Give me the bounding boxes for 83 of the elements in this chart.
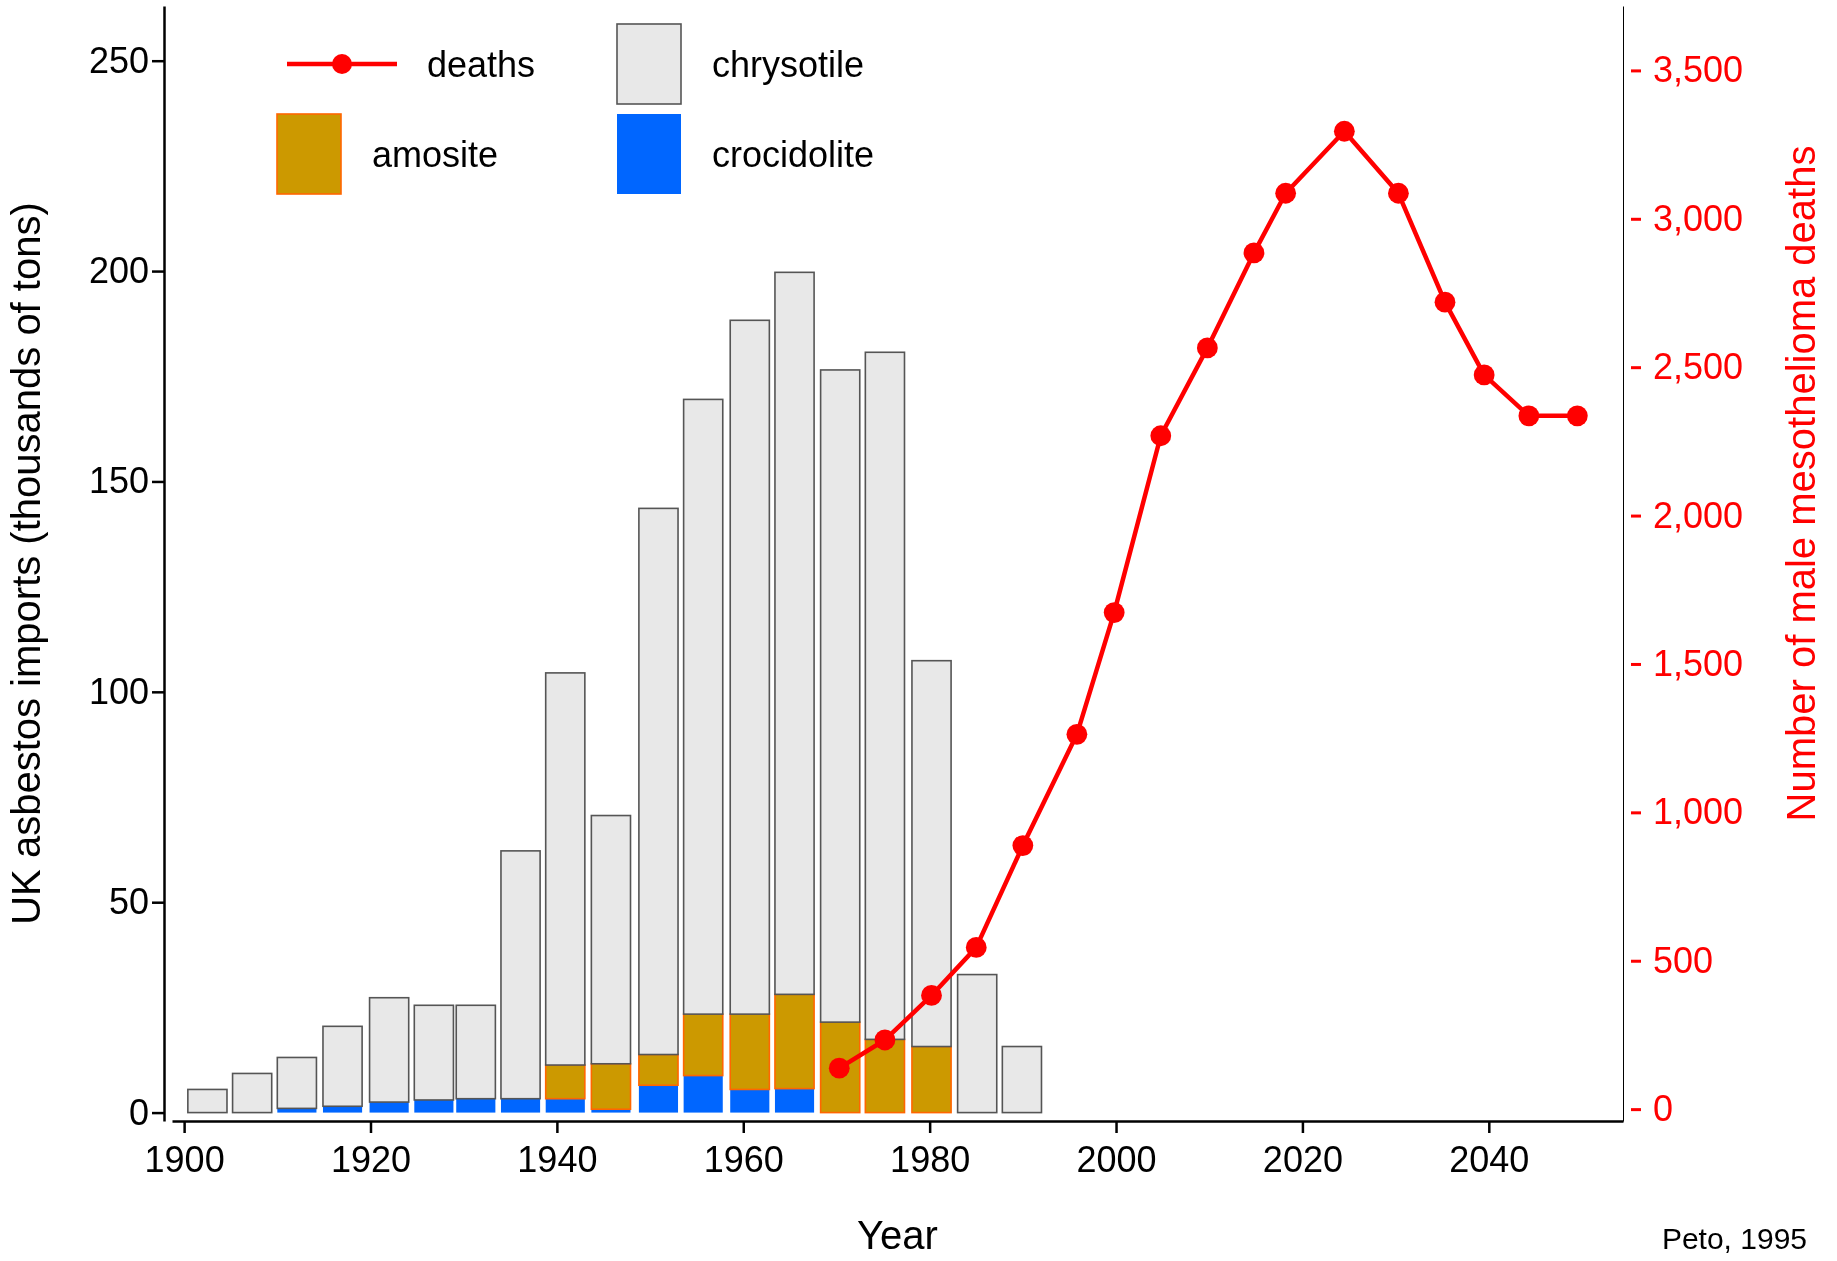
bar <box>774 1088 815 1113</box>
point <box>1196 337 1218 359</box>
x-tick-label: 1940 <box>517 1139 598 1180</box>
point <box>1012 835 1034 856</box>
x-tick-label: 1900 <box>144 1139 225 1180</box>
legend-label: deaths <box>427 43 536 85</box>
bar <box>591 1109 631 1113</box>
point <box>1473 364 1495 386</box>
x-axis-title: Year <box>857 1213 938 1257</box>
y2-tick-label: 1,500 <box>1653 642 1744 684</box>
bar <box>544 1064 586 1100</box>
x-tick-label: 2020 <box>1262 1139 1343 1180</box>
point <box>1333 120 1355 142</box>
bar <box>322 1106 363 1113</box>
y2-tick-label: 2,000 <box>1653 494 1744 536</box>
point <box>921 985 942 1006</box>
y-tick-label: 50 <box>108 881 149 923</box>
legend-label: chrysotile <box>712 43 865 85</box>
bar <box>368 996 410 1103</box>
bar <box>729 1013 771 1091</box>
point <box>1434 291 1456 313</box>
bar <box>819 369 861 1023</box>
text: Peto, 1995 <box>1661 1222 1807 1255</box>
legend-label: amosite <box>372 133 499 175</box>
bar <box>590 814 632 1065</box>
point <box>1150 425 1172 447</box>
bar <box>590 1062 632 1111</box>
y-tick-label: 200 <box>88 250 149 292</box>
bar <box>682 1013 724 1077</box>
bar <box>911 659 952 1048</box>
point <box>828 1057 850 1079</box>
x-tick-label: 2040 <box>1449 1139 1530 1180</box>
bar <box>864 351 906 1041</box>
bar <box>956 973 998 1114</box>
point <box>1518 405 1540 427</box>
point <box>1103 602 1125 623</box>
bar <box>231 1072 273 1114</box>
point <box>1275 182 1297 204</box>
bar <box>277 1108 317 1113</box>
bar <box>729 319 771 1015</box>
legend-label: crocidolite <box>712 133 875 175</box>
bar <box>187 1088 228 1114</box>
y-axis-title: UK asbestos imports (thousands of tons) <box>4 202 48 925</box>
x-tick-label: 1980 <box>890 1139 971 1180</box>
bar <box>774 271 815 996</box>
bar <box>730 1089 770 1113</box>
point <box>1388 182 1409 204</box>
y2-tick-label: 3,000 <box>1653 197 1744 239</box>
x-tick-label: 1960 <box>703 1139 784 1180</box>
bar <box>500 850 541 1100</box>
bar <box>1001 1045 1043 1114</box>
bar <box>682 398 724 1015</box>
y2-tick-label: 2,500 <box>1653 346 1744 388</box>
y-tick-label: 100 <box>88 670 149 712</box>
y-tick-label: 0 <box>128 1091 149 1133</box>
bar <box>683 1075 723 1113</box>
bar <box>544 672 586 1066</box>
bar <box>911 1045 952 1114</box>
point <box>1566 405 1588 427</box>
bar <box>638 507 679 1056</box>
bar <box>414 1099 454 1113</box>
bar <box>369 1102 409 1113</box>
x-tick-label: 2000 <box>1076 1139 1157 1180</box>
bar <box>638 1053 679 1087</box>
y-tick-label: 150 <box>88 460 149 502</box>
y2-tick-label: 3,500 <box>1653 49 1744 91</box>
point <box>1243 242 1265 264</box>
bar <box>638 1085 679 1113</box>
bar <box>500 1098 541 1113</box>
bar <box>774 993 815 1090</box>
y2-axis-title: Number of male mesothelioma deaths <box>1779 145 1823 822</box>
bar <box>322 1025 363 1108</box>
point <box>874 1029 896 1051</box>
point <box>1066 723 1088 745</box>
y2-tick-label: 0 <box>1653 1088 1674 1130</box>
x-tick-label: 1920 <box>330 1139 412 1180</box>
y-tick-label: 250 <box>88 39 149 81</box>
bar <box>456 1098 496 1113</box>
bar <box>276 1056 318 1110</box>
point <box>965 937 987 958</box>
bar <box>545 1098 585 1113</box>
y2-tick-label: 500 <box>1653 939 1714 981</box>
y2-tick-label: 1,000 <box>1653 791 1744 833</box>
